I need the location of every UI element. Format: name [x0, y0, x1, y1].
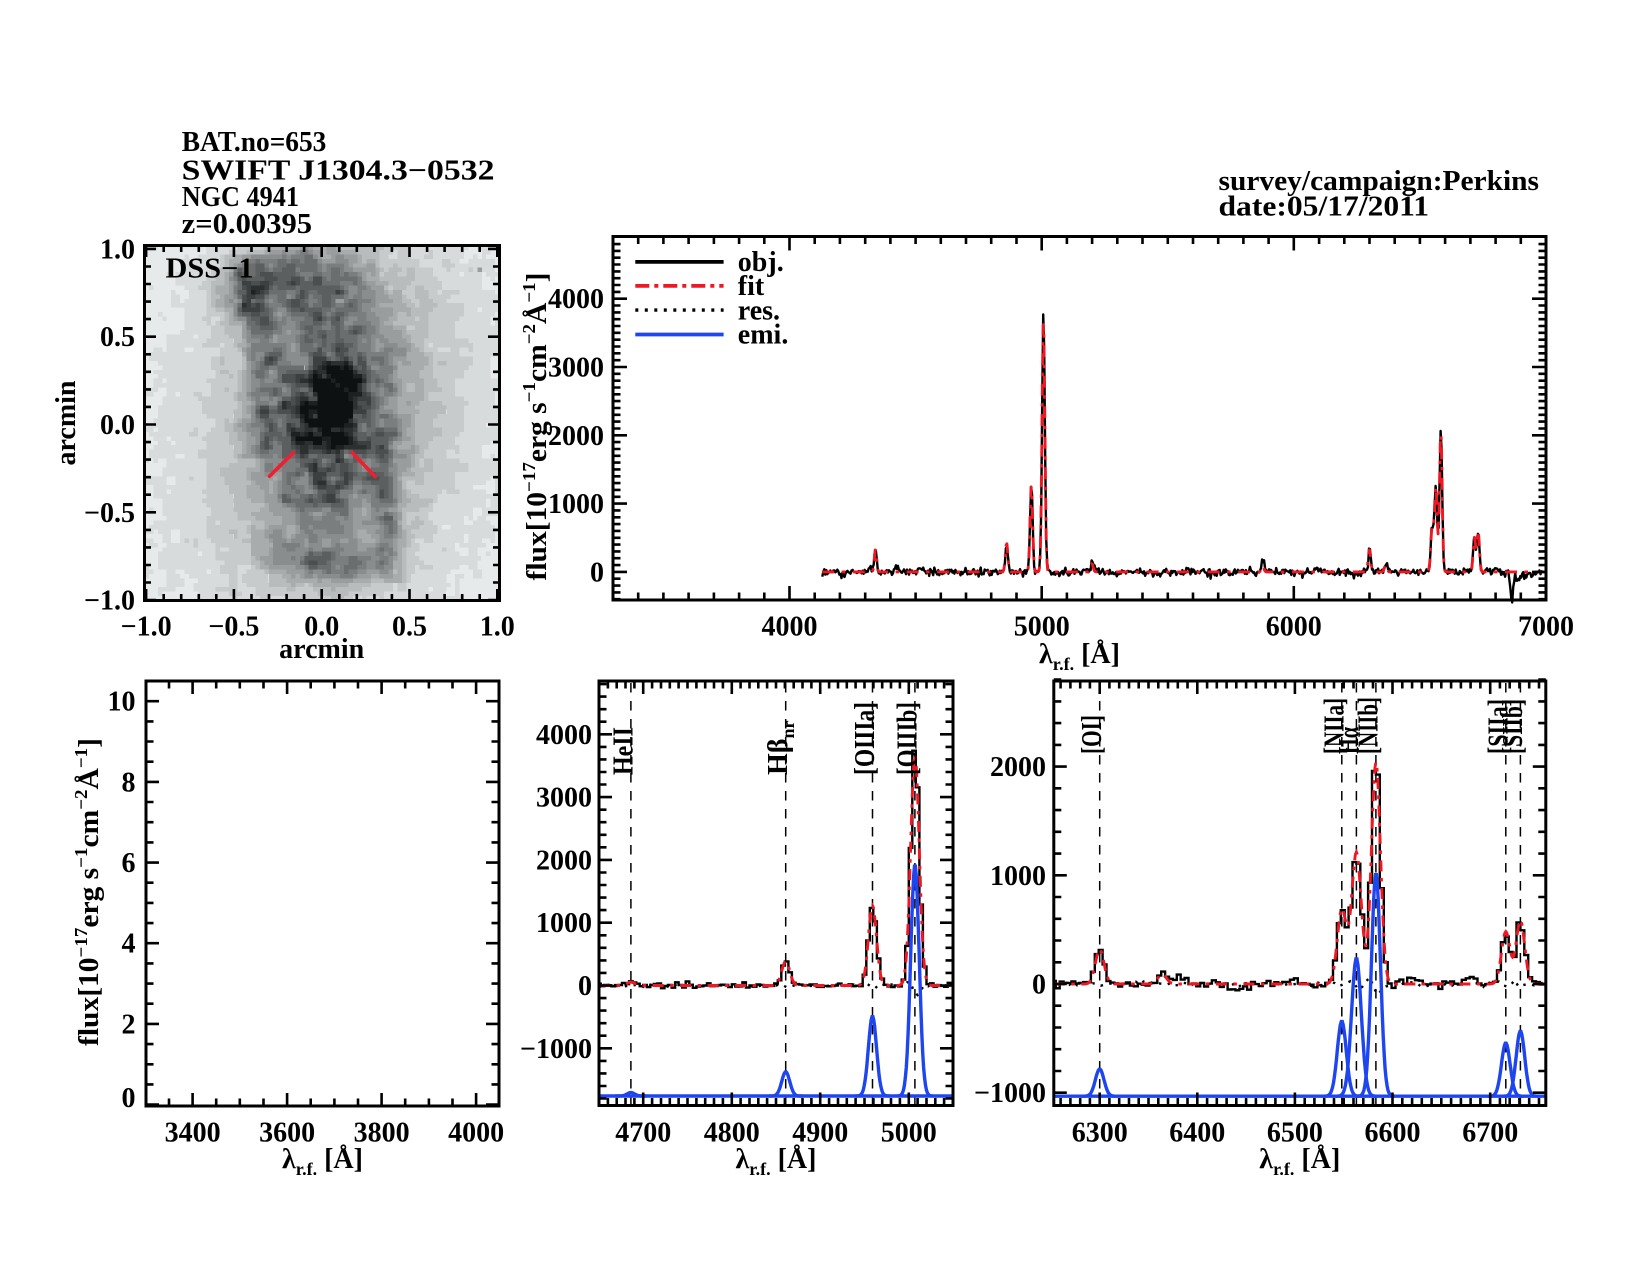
svg-text:0.5: 0.5: [392, 611, 427, 642]
svg-text:0: 0: [1032, 970, 1046, 1001]
svg-text:[SIIa]: [SIIa]: [1483, 699, 1514, 754]
svg-text:5000: 5000: [1014, 611, 1070, 642]
svg-text:res.: res.: [738, 295, 780, 326]
svg-text:3600: 3600: [259, 1118, 315, 1149]
svg-text:10: 10: [108, 687, 136, 718]
svg-text:3400: 3400: [165, 1118, 221, 1149]
svg-text:3000: 3000: [536, 783, 592, 814]
svg-text:0: 0: [590, 557, 604, 588]
svg-text:2000: 2000: [990, 752, 1046, 783]
svg-text:−0.5: −0.5: [208, 611, 259, 642]
svg-text:1000: 1000: [536, 908, 592, 939]
svg-text:λr.f. [Å]: λr.f. [Å]: [1259, 1144, 1340, 1179]
svg-text:6000: 6000: [1266, 611, 1322, 642]
svg-text:z=0.00395: z=0.00395: [182, 209, 312, 240]
svg-text:survey/campaign:Perkins: survey/campaign:Perkins: [1219, 166, 1540, 197]
svg-text:−1000: −1000: [974, 1078, 1046, 1109]
svg-text:1.0: 1.0: [100, 234, 135, 265]
svg-text:λr.f. [Å]: λr.f. [Å]: [1039, 639, 1120, 674]
svg-text:NGC 4941: NGC 4941: [182, 182, 299, 213]
svg-text:0.0: 0.0: [100, 410, 135, 441]
svg-text:SWIFT J1304.3−0532: SWIFT J1304.3−0532: [182, 156, 495, 187]
svg-text:−0.5: −0.5: [84, 498, 135, 529]
svg-text:1.0: 1.0: [480, 611, 515, 642]
svg-text:date:05/17/2011: date:05/17/2011: [1219, 191, 1430, 222]
svg-text:6700: 6700: [1462, 1118, 1518, 1149]
svg-text:6600: 6600: [1365, 1118, 1421, 1149]
svg-text:6300: 6300: [1072, 1118, 1128, 1149]
svg-text:Hα: Hα: [1334, 727, 1365, 754]
svg-text:0: 0: [578, 971, 592, 1002]
svg-text:3000: 3000: [548, 353, 604, 384]
svg-text:emi.: emi.: [738, 320, 789, 351]
svg-text:λr.f. [Å]: λr.f. [Å]: [282, 1144, 363, 1179]
svg-text:3800: 3800: [354, 1118, 410, 1149]
svg-text:6500: 6500: [1267, 1118, 1323, 1149]
svg-text:2000: 2000: [548, 421, 604, 452]
svg-text:[SIIb]: [SIIb]: [1498, 699, 1529, 754]
svg-text:6: 6: [122, 848, 136, 879]
svg-text:8: 8: [122, 767, 136, 798]
svg-text:0.5: 0.5: [100, 322, 135, 353]
svg-text:1000: 1000: [990, 861, 1046, 892]
svg-text:4900: 4900: [792, 1118, 848, 1149]
svg-text:1000: 1000: [548, 489, 604, 520]
svg-text:BAT.no=653: BAT.no=653: [182, 127, 327, 158]
svg-text:[NIIb]: [NIIb]: [1353, 697, 1384, 754]
svg-text:obj.: obj.: [738, 247, 784, 278]
svg-text:0.0: 0.0: [304, 611, 339, 642]
svg-text:HeII: HeII: [608, 727, 639, 775]
svg-text:arcmin: arcmin: [51, 380, 82, 465]
svg-text:4: 4: [122, 929, 136, 960]
svg-text:fit: fit: [738, 271, 765, 302]
svg-text:[OIIIa]: [OIIIa]: [850, 702, 881, 775]
svg-text:2: 2: [122, 1009, 136, 1040]
svg-text:−1.0: −1.0: [84, 586, 135, 617]
svg-text:−1.0: −1.0: [121, 611, 172, 642]
svg-text:4000: 4000: [448, 1118, 504, 1149]
svg-text:[NIIa]: [NIIa]: [1319, 698, 1350, 754]
svg-text:7000: 7000: [1518, 611, 1574, 642]
svg-text:λr.f. [Å]: λr.f. [Å]: [736, 1144, 817, 1179]
svg-text:4000: 4000: [548, 284, 604, 315]
svg-text:flux[10−17erg s−1cm−2Å−1]: flux[10−17erg s−1cm−2Å−1]: [71, 738, 105, 1046]
svg-text:flux[10−17erg s−1cm−2Å−1]: flux[10−17erg s−1cm−2Å−1]: [519, 273, 553, 581]
svg-text:4700: 4700: [615, 1118, 671, 1149]
svg-text:[OI]: [OI]: [1077, 715, 1108, 754]
svg-text:[OIIIb]: [OIIIb]: [892, 702, 923, 775]
svg-text:4000: 4000: [536, 720, 592, 751]
svg-text:−1000: −1000: [520, 1034, 592, 1065]
svg-text:DSS−1: DSS−1: [166, 254, 254, 285]
svg-text:4000: 4000: [762, 611, 818, 642]
svg-text:2000: 2000: [536, 845, 592, 876]
svg-text:5000: 5000: [881, 1118, 937, 1149]
svg-text:0: 0: [122, 1083, 136, 1114]
svg-text:arcmin: arcmin: [279, 634, 364, 665]
svg-text:6400: 6400: [1169, 1118, 1225, 1149]
svg-text:4800: 4800: [704, 1118, 760, 1149]
